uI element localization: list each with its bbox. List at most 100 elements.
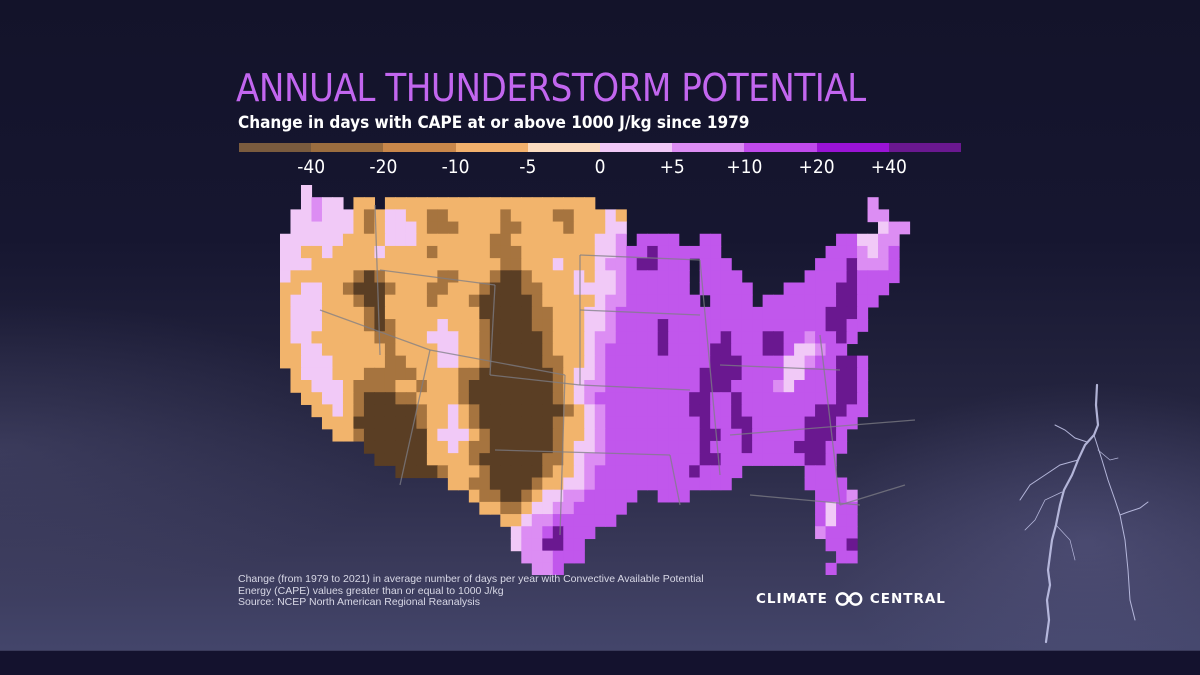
map-cell [689, 245, 701, 259]
map-cell [689, 453, 701, 466]
map-cell [689, 416, 701, 430]
map-cell [836, 501, 848, 515]
map-cell [710, 294, 722, 308]
map-cell [678, 453, 690, 466]
map-cell [521, 501, 533, 515]
map-cell [300, 392, 313, 405]
map-cell [867, 233, 879, 247]
map-cell [531, 489, 543, 503]
map-cell [678, 343, 690, 357]
map-cell [311, 270, 323, 284]
map-cell [626, 282, 638, 296]
map-cell [857, 258, 869, 271]
map-cell [290, 258, 302, 271]
map-cell [846, 245, 858, 259]
map-cell [405, 404, 417, 418]
map-cell [563, 416, 575, 430]
map-cell [731, 282, 743, 296]
map-cell [615, 331, 627, 345]
map-cell [384, 331, 397, 345]
map-cell [458, 380, 470, 393]
map-cell [447, 209, 459, 223]
map-cell [605, 221, 617, 235]
map-cell [521, 282, 533, 296]
map-cell [489, 416, 501, 430]
map-cell [731, 270, 743, 284]
map-cell [447, 319, 459, 332]
map-cell [300, 343, 313, 357]
map-cell [731, 355, 743, 369]
map-cell [416, 294, 428, 308]
map-cell [563, 319, 575, 332]
map-cell [521, 465, 533, 479]
map-cell [825, 501, 837, 515]
map-cell [405, 453, 417, 466]
map-cell [605, 306, 617, 320]
map-cell [668, 489, 680, 503]
map-cell [626, 245, 638, 259]
map-cell [290, 209, 302, 223]
map-cell [647, 465, 659, 479]
map-cell [510, 514, 522, 527]
map-cell [878, 233, 890, 247]
map-cell [668, 282, 680, 296]
map-cell [573, 428, 585, 442]
map-cell [342, 270, 355, 284]
map-cell [521, 380, 533, 393]
map-cell [479, 489, 491, 503]
state-border [699, 259, 721, 476]
map-cell [710, 282, 722, 296]
map-cell [752, 367, 764, 381]
map-cell [353, 294, 365, 308]
map-cell [552, 331, 564, 345]
map-cell [405, 440, 417, 454]
map-cell [332, 428, 344, 442]
map-cell [825, 453, 837, 466]
map-cell [825, 331, 837, 345]
map-cell [594, 306, 606, 320]
map-cell [867, 282, 879, 296]
map-cell [741, 294, 753, 308]
map-cell [678, 380, 690, 393]
map-cell [374, 404, 386, 418]
map-cell [668, 367, 680, 381]
state-border [374, 204, 381, 356]
map-cell [353, 209, 365, 223]
map-cell [531, 538, 543, 552]
map-cell [563, 440, 575, 454]
map-cell [573, 367, 585, 381]
map-cell [437, 416, 449, 430]
map-cell [605, 416, 617, 430]
map-cell [353, 197, 365, 210]
map-cell [479, 440, 491, 454]
map-cell [689, 306, 701, 320]
map-cell [584, 501, 596, 515]
map-cell [531, 221, 543, 235]
map-cell [332, 380, 344, 393]
map-cell [762, 453, 774, 466]
map-cell [657, 331, 669, 345]
map-cell [689, 331, 701, 345]
map-cell [815, 514, 827, 527]
map-cell [836, 270, 848, 284]
map-cell [563, 233, 575, 247]
map-cell [563, 355, 575, 369]
map-cell [584, 453, 596, 466]
map-cell [479, 233, 491, 247]
map-cell [731, 380, 743, 393]
map-cell [321, 209, 334, 223]
map-cell [489, 221, 501, 235]
map-cell [804, 416, 816, 430]
map-cell [479, 380, 491, 393]
map-cell [636, 380, 648, 393]
map-cell [479, 392, 491, 405]
map-cell [605, 331, 617, 345]
map-cell [542, 209, 554, 223]
map-cell [636, 465, 648, 479]
map-cell [510, 319, 522, 332]
map-cell [374, 233, 386, 247]
map-cell [479, 416, 491, 430]
map-cell [720, 294, 732, 308]
map-cell [479, 428, 491, 442]
map-cell [626, 355, 638, 369]
